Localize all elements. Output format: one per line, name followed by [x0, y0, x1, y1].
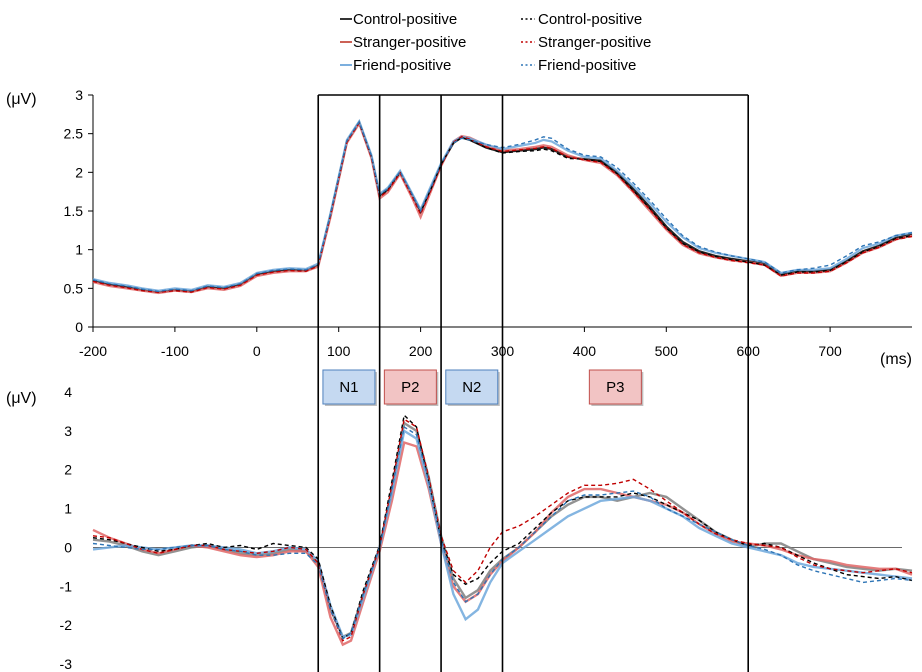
bottom-series-control-positive-dotted — [92, 413, 913, 640]
bottom-series-friend-positive-solid — [92, 428, 913, 639]
bottom-plot: -3 -2 -1 0 1 2 3 4 — [60, 384, 913, 672]
component-label: P3 — [606, 379, 624, 396]
top-y-unit: (μV) — [6, 91, 37, 108]
component-label: N2 — [462, 379, 481, 396]
x-unit: (ms) — [880, 351, 912, 368]
top-plot: 00.511.522.53-200 -100 0 100 200 300 400 500 600… — [64, 87, 913, 359]
bottom-y-tick-label: -2 — [60, 617, 73, 633]
legend-label-control-dotted: Control-positive — [538, 11, 642, 28]
legend: Control-positive Stranger-positive Frien… — [340, 11, 651, 74]
component-p2: P2 — [383, 369, 439, 406]
top-series-stranger-positive-dotted — [92, 121, 913, 293]
time-windows — [317, 94, 750, 672]
top-x-tick-label: 0 — [253, 343, 261, 359]
component-box — [588, 369, 642, 405]
bottom-y-tick-label: 3 — [64, 423, 72, 439]
bottom-series-friend-positive-dotted — [92, 425, 913, 640]
top-y-tick-label: 3 — [75, 87, 83, 103]
component-label: P2 — [401, 379, 419, 396]
top-y-tick-label: 2 — [75, 164, 83, 180]
component-box — [322, 369, 376, 405]
legend-label-friend-solid: Friend-positive — [353, 57, 451, 74]
component-box — [445, 369, 499, 405]
bottom-y-tick-label: 4 — [64, 384, 72, 400]
bottom-y-tick-label: 2 — [64, 462, 72, 478]
bottom-series-stranger-positive-dotted — [92, 418, 913, 642]
legend-right: Control-positive Stranger-positive Frien… — [521, 11, 651, 74]
component-n1: N1 — [322, 369, 377, 406]
top-y-tick-label: 0.5 — [64, 280, 84, 296]
top-y-tick-label: 0 — [75, 319, 83, 335]
legend-left: Control-positive Stranger-positive Frien… — [340, 11, 466, 74]
bottom-y-tick-label: 1 — [64, 501, 72, 517]
top-x-tick-label: -200 — [79, 343, 107, 359]
top-y-tick-label: 1 — [75, 242, 83, 258]
bottom-y-tick-label: -1 — [60, 578, 73, 594]
top-x-tick-label: 500 — [655, 343, 679, 359]
component-n2: N2 — [445, 369, 500, 406]
bottom-y-unit: (μV) — [6, 390, 37, 407]
component-box — [383, 369, 437, 405]
top-x-tick-label: 700 — [818, 343, 842, 359]
top-x-tick-label: 200 — [409, 343, 433, 359]
top-y-tick-label: 2.5 — [64, 126, 84, 142]
bottom-y-tick-label: -3 — [60, 656, 73, 672]
component-p3: P3 — [588, 369, 644, 406]
legend-label-friend-dotted: Friend-positive — [538, 57, 636, 74]
component-labels: N1 P2 N2 P3 — [322, 369, 644, 406]
bottom-y-tick-label: 0 — [64, 539, 72, 555]
legend-label-stranger-dotted: Stranger-positive — [538, 34, 651, 51]
top-x-tick-label: 400 — [573, 343, 597, 359]
legend-label-control-solid: Control-positive — [353, 11, 457, 28]
top-x-tick-label: -100 — [161, 343, 189, 359]
top-series-friend-positive-dotted — [92, 120, 913, 293]
legend-label-stranger-solid: Stranger-positive — [353, 34, 466, 51]
top-x-tick-label: 100 — [327, 343, 351, 359]
component-label: N1 — [339, 379, 358, 396]
top-y-tick-label: 1.5 — [64, 203, 84, 219]
